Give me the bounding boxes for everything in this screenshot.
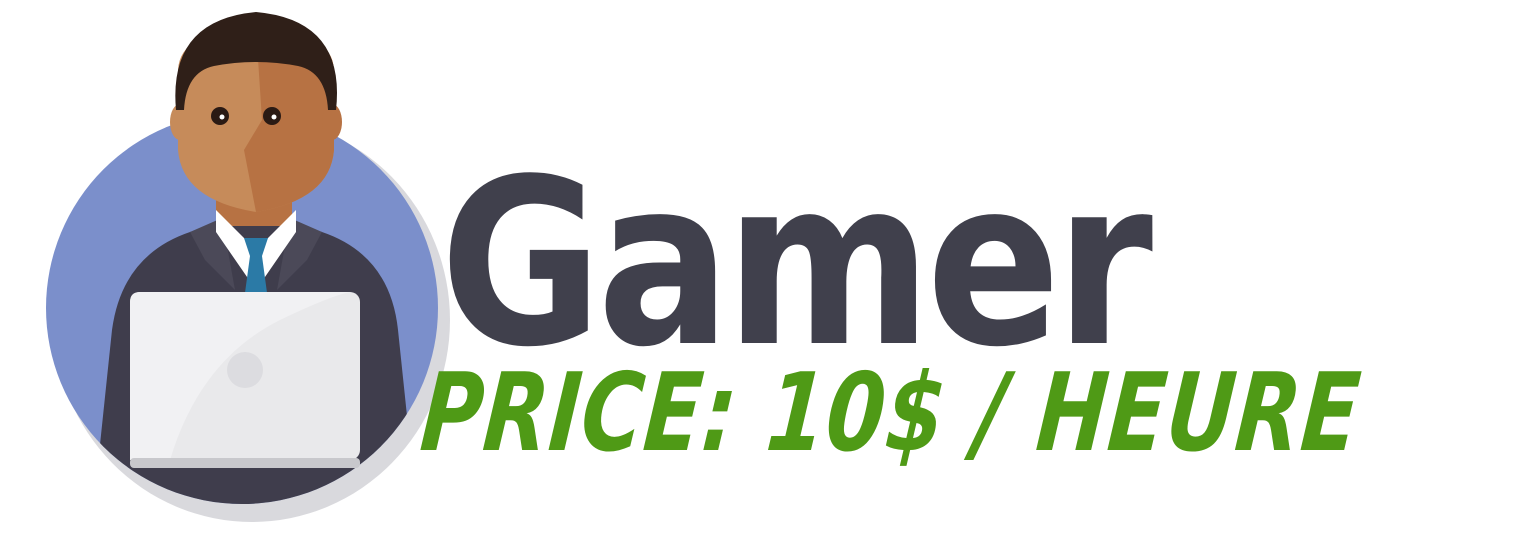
man-with-laptop-icon: [46, 12, 450, 522]
price-label: PRICE: 10$ / HEURE: [416, 351, 1366, 476]
page-title: Gamer: [440, 131, 1153, 398]
avatar-illustration: [30, 0, 470, 540]
laptop-logo: [227, 352, 263, 388]
hair: [175, 12, 337, 110]
